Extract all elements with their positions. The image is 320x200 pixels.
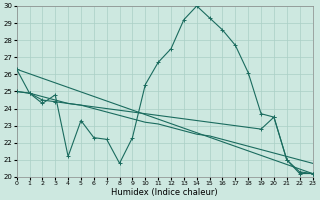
X-axis label: Humidex (Indice chaleur): Humidex (Indice chaleur) [111,188,218,197]
